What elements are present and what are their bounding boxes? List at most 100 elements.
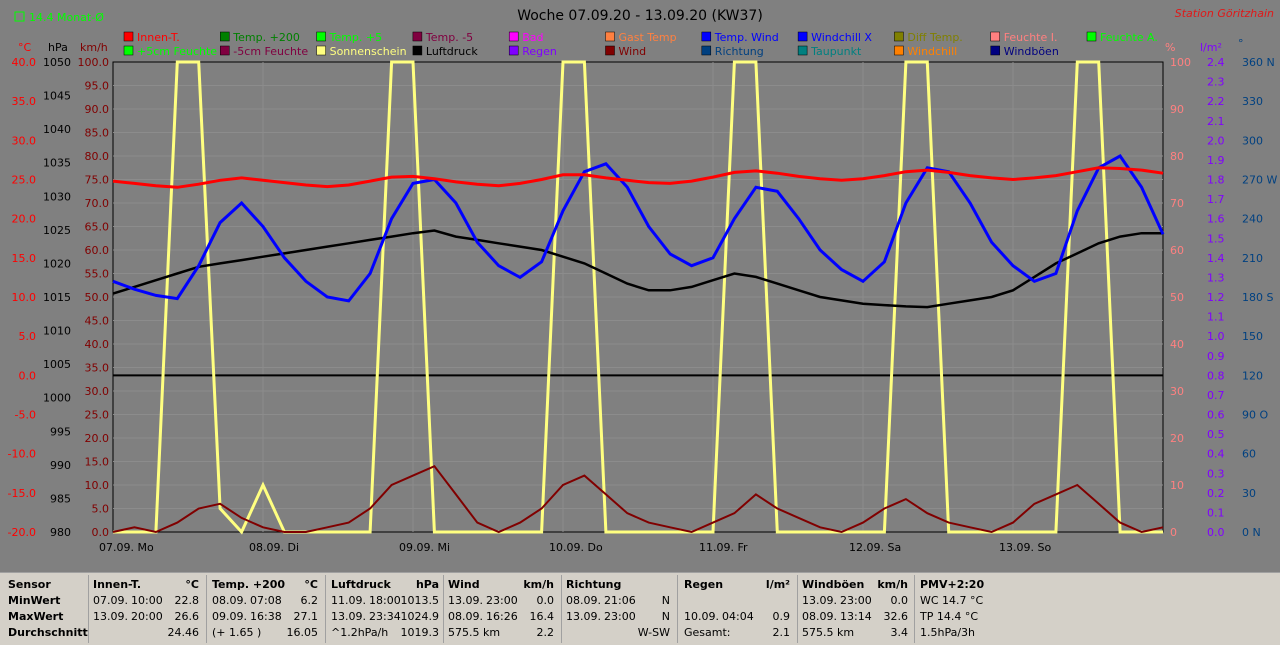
direction-tick-label: 210 [1242, 252, 1263, 265]
stats-luftdruck: Luftdruck hPa 11.09. 18:00 1013.5 13.09. 23:… [331, 578, 443, 644]
x-tick-label: 09.09. Mi [399, 541, 450, 554]
stats-pmv: PMV+2:20 WC 14.7 °C TP 14.4 °C 1.5hPa/3h [920, 578, 1040, 644]
monthly-avg-label: 14.4 Monat-Ø [29, 11, 104, 24]
rain-tick-label: 0.3 [1207, 467, 1225, 480]
stats-richtung: Richtung 08.09. 21:06 N 13.09. 23:00 N W-SW [566, 578, 674, 644]
temp-200-line [112, 154, 1165, 303]
legend-swatch-wind [605, 45, 615, 56]
stats-luftdruck-max-val: 1024.9 [400, 610, 440, 623]
legend-swatch-gast-temp [605, 31, 615, 42]
stats-luftdruck-avg-val: 1019.3 [400, 626, 440, 639]
stats-luftdruck-min-date: 11.09. [331, 594, 366, 607]
stats-sensor-label: Sensor [8, 578, 51, 591]
legend-swatch-luftdruck [412, 45, 423, 56]
legend-label-gast-temp: Gast Temp [619, 31, 677, 44]
legend-swatch-5cm-feuchte [220, 45, 230, 56]
pressure-tick-label: 1025 [43, 224, 71, 237]
legend-label-5cm-feuchte: -5cm Feuchte [233, 45, 308, 58]
wind-tick-label: 40.0 [85, 338, 110, 351]
x-tick-label: 07.09. Mo [99, 541, 154, 554]
stats-panel: Sensor MinWert MaxWert Durchschnitt Inne… [0, 572, 1280, 645]
legend-swatch-feuchte-i [990, 31, 1000, 42]
stats-luftdruck-max-date: 13.09. [331, 610, 366, 623]
stats-innen-max-time: 20:00 [131, 610, 163, 623]
legend-label-diff-temp: Diff Temp. [907, 31, 962, 44]
direction-tick-label: 0 N [1242, 526, 1261, 539]
stats-innen: Innen-T. °C 07.09. 10:00 22.8 13.09. 20:00 26… [93, 578, 203, 644]
chart-title: Woche 07.09.20 - 13.09.20 (KW37) [517, 8, 763, 24]
humidity-tick-label: 70 [1170, 197, 1184, 210]
stats-temp200-unit: °C [304, 578, 318, 591]
rain-tick-label: 0.1 [1207, 506, 1225, 519]
wind-tick-label: 5.0 [92, 503, 110, 516]
humidity-tick-label: 40 [1170, 338, 1184, 351]
stats-richtung-title: Richtung [566, 578, 622, 591]
legend-swatch-richtung [701, 45, 712, 56]
stats-temp200: Temp. +200 °C 08.09. 07:08 6.2 09.09. 16:38 2… [212, 578, 322, 644]
pressure-axis-unit: hPa [48, 41, 68, 54]
stats-luftdruck-max-time: 23:34 [369, 610, 401, 623]
stats-windboen-min-val: 0.0 [890, 594, 909, 607]
legend-label-temp-5: Temp. +5 [329, 31, 383, 44]
stats-luftdruck-avg-note: ^1.2hPa/h [331, 626, 389, 639]
temp-tick-label: 30.0 [12, 134, 37, 147]
stats-wind-unit: km/h [523, 578, 554, 591]
stats-labels: Sensor MinWert MaxWert Durchschnitt [8, 578, 88, 644]
stats-regen-max-val: 0.9 [772, 610, 791, 623]
stats-windboen-unit: km/h [877, 578, 908, 591]
legend: Innen-T. Temp. +200 Temp. +5 Temp. -5 Bad Gas… [123, 31, 1158, 58]
stats-temp200-max-val: 27.1 [293, 610, 319, 623]
stats-windboen-max-val: 32.6 [883, 610, 909, 623]
rain-tick-label: 0.4 [1207, 448, 1225, 461]
direction-tick-label: 240 [1242, 213, 1263, 226]
legend-label-sonnenschein: Sonnenschein [330, 45, 407, 58]
temp-axis-unit: °C [18, 41, 32, 54]
stats-wind-max-time: 16:26 [486, 610, 518, 623]
stats-wind-avg-note: 575.5 km [448, 626, 501, 639]
innen-temp-line [112, 166, 1164, 189]
legend-label-temp-200: Temp. +200 [232, 31, 300, 44]
stats-temp200-avg-note: (+ 1.65 ) [212, 626, 262, 639]
legend-label-windchill-x: Windchill X [811, 31, 872, 44]
wind-line [112, 464, 1164, 534]
x-tick-label: 08.09. Di [249, 541, 299, 554]
wind-tick-label: 100.0 [78, 56, 110, 69]
rain-tick-label: 1.1 [1207, 311, 1225, 324]
stats-wind-min-date: 13.09. [448, 594, 483, 607]
legend-swatch-diff-temp [894, 31, 904, 42]
stats-richtung-min-val: N [661, 594, 670, 607]
wind-tick-label: 50.0 [85, 291, 110, 304]
legend-label-temp-wind: Temp. Wind [714, 31, 779, 44]
rain-tick-label: 2.1 [1207, 115, 1225, 128]
stats-innen-min-date: 07.09. [93, 594, 128, 607]
x-tick-label: 13.09. So [999, 541, 1051, 554]
stats-regen-title: Regen [684, 578, 724, 591]
legend-swatch-windchill-x [797, 31, 808, 42]
stats-wind: Wind km/h 13.09. 23:00 0.0 08.09. 16:26 16.4 … [448, 578, 558, 644]
legend-swatch-bad [508, 31, 519, 42]
rain-tick-label: 0.6 [1207, 409, 1225, 422]
legend-swatch-sonnenschein [316, 45, 326, 56]
legend-swatch-temp-wind [701, 31, 712, 42]
stats-innen-max-val: 26.6 [174, 610, 200, 623]
stats-windboen-avg-val: 3.4 [890, 626, 909, 639]
x-tick-label: 12.09. Sa [849, 541, 901, 554]
stats-innen-avg-val: 24.46 [167, 626, 200, 639]
x-tick-label: 11.09. Fr [699, 541, 748, 554]
direction-tick-label: 330 [1242, 95, 1263, 108]
stats-richtung-max-time: 23:00 [604, 610, 636, 623]
temp-tick-label: 10.0 [12, 291, 37, 304]
temp-tick-label: 20.0 [12, 213, 37, 226]
stats-luftdruck-min-time: 18:00 [369, 594, 401, 607]
rain-tick-label: 1.3 [1207, 271, 1225, 284]
humidity-tick-label: 100 [1170, 56, 1191, 69]
temp-tick-label: 40.0 [12, 56, 37, 69]
wind-tick-label: 0.0 [92, 526, 110, 539]
stats-innen-min-val: 22.8 [174, 594, 200, 607]
stats-innen-min-time: 10:00 [131, 594, 163, 607]
stats-min-label: MinWert [8, 594, 61, 607]
legend-label-feuchte-a: Feuchte A. [1100, 31, 1158, 44]
temp-tick-label: -15.0 [8, 487, 36, 500]
stats-windboen-max-time: 13:14 [840, 610, 872, 623]
stats-innen-unit: °C [185, 578, 199, 591]
